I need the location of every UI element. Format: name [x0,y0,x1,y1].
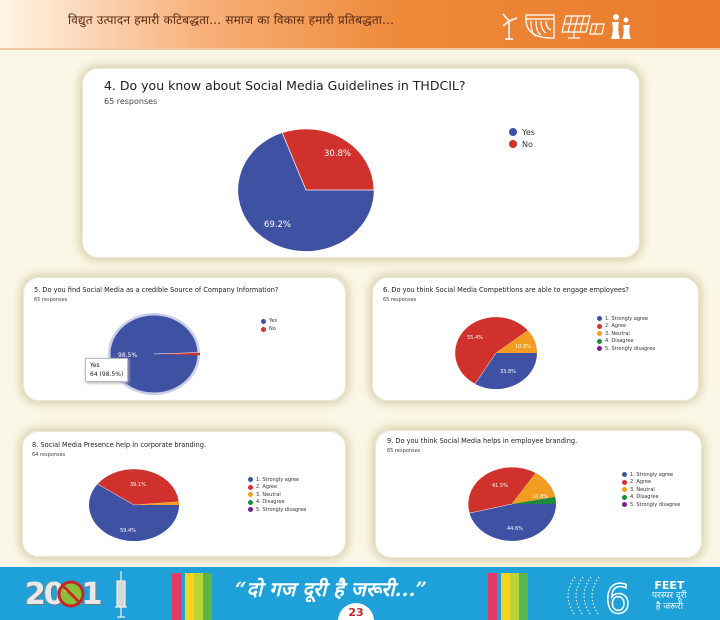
header-tagline: विद्युत उत्पादन हमारी कटिबद्धता... समाज … [68,13,395,27]
color-stripes-left [172,573,212,620]
survey-card-q8: 8. Social Media Presence help in corpora… [22,431,346,557]
legend-item: 3. Neutral [597,330,655,338]
slice-disagree [512,496,557,504]
label-strongly-agree: 33.8% [500,369,516,375]
legend-item: 3. Neutral [622,486,680,494]
legend-item: 1. Strongly agree [248,476,306,484]
slice-neutral [134,501,180,505]
question-title: 4. Do you know about Social Media Guidel… [104,78,466,93]
response-count: 64 responses [32,452,66,458]
legend-item: 4. Disagree [597,338,655,346]
label-strongly-agree: 44.6% [507,526,523,532]
label-agree: 41.5% [492,483,508,489]
slice-strongly-agree [89,483,180,542]
question-title: 9. Do you think Social Media helps in em… [387,437,578,445]
pie-chart-q9: 41.5% 10.8% 44.6% [467,466,557,541]
legend-item-yes: Yes [509,126,535,138]
survey-card-q9: 9. Do you think Social Media helps in em… [375,430,702,558]
legend-item: 3. Neutral [248,491,306,499]
page-number: 23 [338,603,374,620]
label-yes: 98.5% [118,352,137,359]
chart-legend: Yes No [509,126,535,150]
legend-item-yes: Yes [261,317,277,325]
response-count: 65 responses [387,448,421,454]
legend-swatch [509,128,517,136]
slice-no [281,128,374,191]
slice-yes [238,132,374,252]
label-agree: 55.4% [467,335,483,341]
label-yes: 69.2% [264,220,291,230]
survey-results-page: 4. Do you know about Social Media Guidel… [0,50,720,567]
legend-item: 2. Agree [248,484,306,492]
chart-legend: 1. Strongly agree 2. Agree 3. Neutral 4.… [597,315,655,353]
label-neutral: 10.8% [515,344,531,350]
slice-agree [467,466,537,514]
pie-chart-q6: 55.4% 10.8% 33.8% [454,316,537,390]
legend-item: 2. Agree [597,323,655,331]
question-title: 6. Do you think Social Media Competition… [383,286,629,294]
dam-icon [525,14,555,39]
slice-neutral [512,472,556,504]
virus-prohibited-icon [57,580,85,608]
label-no: 30.8% [324,149,351,159]
color-stripes-right [488,573,528,620]
footer-slogan: “दो गज दूरी है जरूरी...” [235,577,427,601]
legend-item: 4. Disagree [622,494,680,502]
slice-strongly-agree [469,504,556,541]
legend-item: 5. Strongly disagree [622,501,680,509]
response-count: 65 responses [104,97,158,106]
chart-legend: 1. Strongly agree 2. Agree 3. Neutral 4.… [248,476,306,514]
pie-chart-q5: 98.5% [108,313,201,395]
distance-waves-icon: 6 [567,576,631,619]
legend-item: 2. Agree [622,479,680,487]
slice-agree [454,316,529,385]
survey-card-q6: 6. Do you think Social Media Competition… [372,277,699,401]
label-agree: 39.1% [130,482,146,488]
slice-strongly-agree [475,353,537,390]
survey-card-q5: 5. Do you find Social Media as a credibl… [23,277,346,401]
page-footer-banner: 2021 “दो गज दूरी है जरूरी...” 23 6 FEET … [0,567,720,620]
legend-item: 1. Strongly agree [622,471,680,479]
chart-tooltip: Yes 64 (98.5%) [85,358,129,382]
chart-legend: 1. Strongly agree 2. Agree 3. Neutral 4.… [622,471,680,509]
legend-item-no: No [261,325,277,333]
response-count: 65 responses [34,297,68,303]
pie-chart-q8: 39.1% 59.4% [89,468,180,542]
label-neutral: 10.8% [532,494,548,500]
wind-turbine-icon [502,13,518,40]
question-title: 5. Do you find Social Media as a credibl… [34,286,279,294]
svg-text:6: 6 [605,577,630,619]
cooling-tower-icon [611,14,631,39]
chart-legend: Yes No [261,317,277,333]
legend-item: 4. Disagree [248,499,306,507]
pie-chart-q4: 30.8% 69.2% [238,128,374,252]
question-title: 8. Social Media Presence help in corpora… [32,441,206,449]
legend-swatch [509,140,517,148]
legend-item: 5. Strongly disagree [597,345,655,353]
label-strongly-agree: 59.4% [120,528,136,534]
legend-item-no: No [509,138,535,150]
page-header-banner: विद्युत उत्पादन हमारी कटिबद्धता... समाज … [0,0,720,50]
feet-label: FEET परस्पर दूरी है जरूरी [652,579,687,612]
syringe-icon [115,571,127,618]
energy-icons [500,12,632,40]
legend-item: 1. Strongly agree [597,315,655,323]
slice-agree [97,468,180,506]
legend-item: 5. Strongly disagree [248,506,306,514]
slice-neutral [496,330,537,353]
response-count: 65 responses [383,297,417,303]
solar-panel-icon [561,15,605,39]
survey-card-q4: 4. Do you know about Social Media Guidel… [82,68,640,258]
